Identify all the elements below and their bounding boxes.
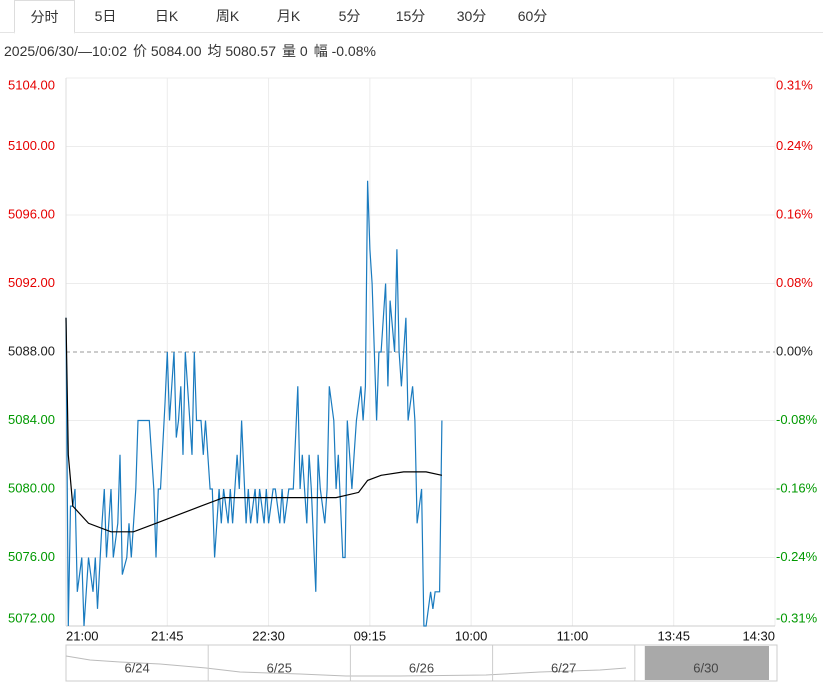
y-tick-label: 5080.00	[8, 480, 55, 495]
navigator-label: 6/30	[693, 660, 718, 675]
y2-tick-label: 0.08%	[776, 275, 813, 290]
tab[interactable]: 月K	[276, 8, 301, 24]
y2-tick-label: 0.00%	[776, 343, 813, 358]
y-tick-label: 5084.00	[8, 412, 55, 427]
x-tick-label: 10:00	[455, 628, 488, 643]
navigator-label: 6/25	[267, 660, 292, 675]
y-tick-label: 5072.00	[8, 610, 55, 625]
tab-bar: 分时 5日 日K 周K 月K 5分 15分 30分 60分	[0, 0, 823, 34]
info-item: 量 0	[282, 43, 308, 59]
y2-tick-label: 0.16%	[776, 206, 813, 221]
info-item: 均 5080.57	[207, 43, 277, 59]
y-tick-label: 5088.00	[8, 343, 55, 358]
info-line: 2025/06/30/—10:02 价 5084.00 均 5080.57 量 0 幅 …	[4, 41, 382, 61]
navigator-label: 6/26	[409, 660, 434, 675]
y2-tick-label: -0.08%	[776, 412, 818, 427]
x-tick-label: 22:30	[252, 628, 285, 643]
tab[interactable]: 60分	[517, 8, 548, 24]
info-item: 幅 -0.08%	[313, 43, 376, 59]
y2-tick-label: -0.31%	[776, 610, 818, 625]
navigator-selection	[644, 646, 769, 680]
tab[interactable]: 分时	[14, 0, 75, 34]
tab[interactable]: 30分	[456, 8, 487, 24]
navigator-label: 6/27	[551, 660, 576, 675]
tab[interactable]: 5日	[94, 8, 117, 24]
price-line	[65, 317, 443, 533]
y2-tick-label: 0.31%	[776, 77, 813, 92]
x-tick-label: 21:45	[151, 628, 184, 643]
y-tick-label: 5096.00	[8, 206, 55, 221]
x-tick-label: 14:30	[742, 628, 775, 643]
info-item: 2025/06/30/—10:02	[4, 43, 127, 59]
navigator-sparkline	[65, 655, 627, 677]
x-tick-label: 11:00	[557, 628, 589, 643]
y-tick-label: 5076.00	[8, 549, 55, 564]
tab[interactable]: 5分	[338, 8, 361, 24]
tab[interactable]: 周K	[215, 8, 240, 24]
x-tick-label: 21:00	[66, 628, 99, 643]
y2-tick-label: -0.24%	[776, 549, 818, 564]
y-tick-label: 5092.00	[8, 275, 55, 290]
price-line	[65, 180, 443, 627]
info-item: 价 5084.00	[133, 43, 202, 59]
y-tick-label: 5104.00	[8, 77, 55, 92]
y2-tick-label: -0.16%	[776, 480, 818, 495]
navigator-label: 6/24	[124, 660, 149, 675]
x-tick-label: 09:15	[354, 628, 387, 643]
x-tick-label: 13:45	[657, 628, 690, 643]
y-tick-label: 5100.00	[8, 138, 55, 153]
y2-tick-label: 0.24%	[776, 138, 813, 153]
tab[interactable]: 15分	[395, 8, 426, 24]
tab[interactable]: 日K	[154, 8, 179, 24]
